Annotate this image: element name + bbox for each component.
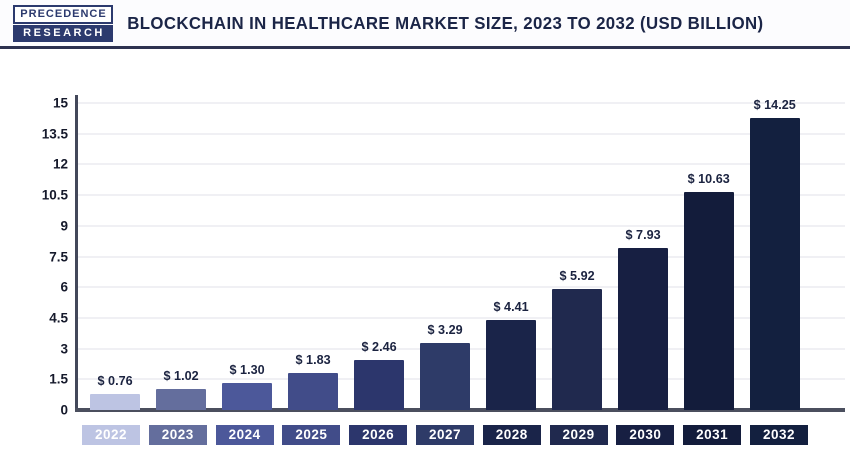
x-category-box-2028: 2028 [482,425,541,445]
bar-slot-2027: $ 3.29 [412,322,478,410]
bar-2027 [420,342,470,410]
bars-row: $ 0.76 $ 1.02 $ 1.30 $ 1.83 $ 2.46 $ 3.29 $ 4.… [82,97,808,410]
bar-2029 [552,288,602,410]
y-tick-label: 7.5 [49,249,68,264]
bar-2031 [684,192,734,410]
y-tick-label: 10.5 [41,187,68,203]
x-category-box-2022: 2022 [82,425,140,445]
bar-slot-2025: $ 1.83 [280,352,346,410]
bar-slot-2023: $ 1.02 [148,368,214,410]
gridline [78,194,845,197]
bar-value-label: $ 0.76 [97,373,133,389]
bar-value-label: $ 1.02 [163,368,199,384]
bar-value-label: $ 4.41 [493,298,529,314]
x-category-box-2024: 2024 [215,425,274,445]
x-category-box-2023: 2023 [148,425,207,445]
bar-2032 [750,118,800,410]
gridline [78,255,845,258]
y-tick-label: 4.5 [49,310,68,326]
bar-value-label: $ 1.83 [295,351,331,367]
bar-2022 [90,394,140,410]
x-axis-category-labels: 2022 2023 2024 2025 2026 2027 2028 2029 2030 2031… [82,425,808,445]
x-category-box-2031: 2031 [683,425,742,445]
bar-2028 [486,319,536,410]
header-divider [0,46,850,49]
header: PRECEDENCE RESEARCH BLOCKCHAIN IN HEALTH… [0,0,850,47]
bar-value-label: $ 10.63 [687,171,731,187]
y-tick-label: 15 [52,95,68,111]
y-tick-label: 6 [60,279,68,295]
bar-value-label: $ 3.29 [427,321,463,337]
gridline [78,132,845,135]
bar-2030 [618,247,668,410]
bar-value-label: $ 1.30 [229,362,265,378]
logo-line-research: RESEARCH [13,25,113,42]
bar-2025 [288,372,338,410]
y-tick-label: 12 [52,156,68,172]
page-title: BLOCKCHAIN IN HEALTHCARE MARKET SIZE, 20… [126,13,764,33]
bar-slot-2026: $ 2.46 [346,339,412,410]
logo-line-precedence: PRECEDENCE [13,5,113,24]
y-tick-label: 9 [60,218,68,234]
bar-slot-2024: $ 1.30 [214,362,280,410]
y-axis-labels: 0 1.5 3 4.5 6 7.5 9 10.5 12 13.5 15 [0,96,68,418]
bar-slot-2031: $ 10.63 [676,171,742,410]
bar-slot-2022: $ 0.76 [82,373,148,410]
bar-value-label: $ 14.25 [753,97,797,113]
x-category-box-2029: 2029 [549,425,608,445]
x-axis-baseline [75,408,845,412]
y-tick-label: 1.5 [49,371,68,387]
gridline [78,224,845,227]
bar-value-label: $ 5.92 [559,267,595,283]
x-category-box-2032: 2032 [749,425,808,445]
x-category-box-2030: 2030 [616,425,675,445]
y-tick-label: 13.5 [41,126,68,142]
gridline [78,102,845,104]
precedence-research-logo: PRECEDENCE RESEARCH [13,5,113,42]
bar-2024 [222,383,272,410]
bar-slot-2029: $ 5.92 [544,268,610,410]
gridline [78,286,845,289]
bar-slot-2032: $ 14.25 [742,97,808,410]
gridline [78,316,845,319]
bar-2023 [156,389,206,410]
gridline [78,163,845,166]
y-axis-line [75,95,78,412]
y-tick-label: 3 [60,341,68,357]
x-category-box-2027: 2027 [415,425,474,445]
bar-slot-2028: $ 4.41 [478,299,544,410]
bar-2026 [354,359,404,410]
x-category-box-2026: 2026 [349,425,408,445]
x-category-box-2025: 2025 [282,425,341,445]
bar-slot-2030: $ 7.93 [610,227,676,410]
bar-value-label: $ 7.93 [625,226,661,242]
y-tick-label: 0 [60,402,68,418]
bar-value-label: $ 2.46 [361,338,397,354]
